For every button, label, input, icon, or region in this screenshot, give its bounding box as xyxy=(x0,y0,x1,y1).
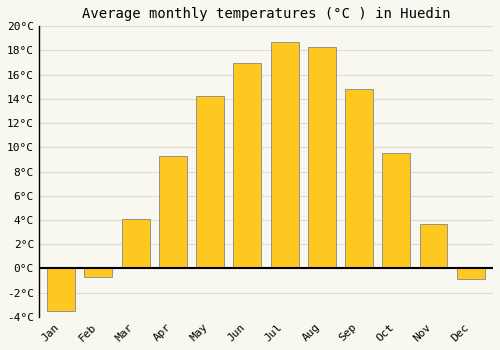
Bar xyxy=(270,42,298,268)
Bar xyxy=(234,63,262,268)
Bar xyxy=(122,219,150,268)
Bar xyxy=(345,89,373,268)
Bar xyxy=(457,268,484,279)
Title: Average monthly temperatures (°C ) in Huedin: Average monthly temperatures (°C ) in Hu… xyxy=(82,7,450,21)
Bar xyxy=(159,156,187,268)
Bar xyxy=(308,47,336,268)
Bar xyxy=(382,153,410,268)
Bar xyxy=(47,268,75,311)
Bar xyxy=(84,268,112,277)
Bar xyxy=(420,224,448,268)
Bar xyxy=(196,97,224,268)
